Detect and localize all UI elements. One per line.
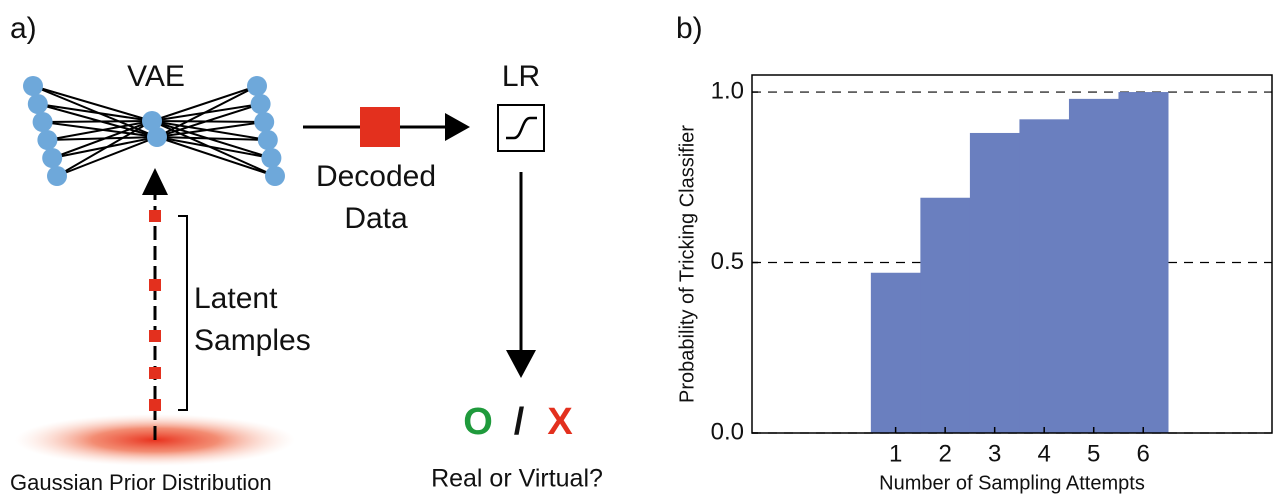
- x-tick-label: 3: [988, 440, 1001, 467]
- real-mark: O: [463, 401, 493, 443]
- connection: [43, 121, 152, 122]
- decoded-label: Data: [344, 202, 408, 235]
- neuron: [23, 76, 43, 96]
- x-tick-label: 2: [938, 440, 951, 467]
- connection: [38, 104, 152, 121]
- x-tick-label: 4: [1038, 440, 1051, 467]
- y-tick-label: 0.0: [711, 418, 744, 445]
- bar: [871, 273, 921, 433]
- neuron: [254, 112, 274, 132]
- connection: [157, 137, 275, 176]
- latent-label: Latent: [194, 282, 278, 315]
- panel-label: b): [676, 12, 703, 45]
- x-axis-label: Number of Sampling Attempts: [879, 472, 1145, 494]
- connection: [152, 104, 261, 121]
- arrow-head: [142, 168, 168, 195]
- neuron: [251, 94, 271, 114]
- prior-label: Gaussian Prior Distribution: [10, 470, 272, 495]
- panel-b: b) 0.0 0.5 1.0 1 2 3 4 5 6 Number of Sampling Att…: [676, 12, 1272, 494]
- neuron: [247, 76, 267, 96]
- neuron: [258, 130, 278, 150]
- neuron: [147, 127, 167, 147]
- x-tick-label: 1: [889, 440, 902, 467]
- y-axis-label: Probability of Tricking Classifier: [676, 125, 698, 403]
- bar: [970, 133, 1020, 433]
- latent-label: Samples: [194, 324, 311, 357]
- separator: /: [514, 401, 525, 443]
- neuron: [28, 94, 48, 114]
- connection: [57, 137, 157, 176]
- virtual-mark: X: [547, 401, 573, 443]
- connection: [152, 121, 264, 122]
- lr-label: LR: [502, 60, 540, 93]
- bracket: [178, 216, 187, 410]
- x-tick-label: 6: [1137, 440, 1150, 467]
- neuron: [37, 130, 57, 150]
- bar: [1118, 92, 1168, 433]
- neuron: [33, 112, 53, 132]
- neuron: [42, 148, 62, 168]
- question: Real or Virtual?: [431, 465, 603, 493]
- x-tick-label: 5: [1087, 440, 1100, 467]
- neuron: [47, 166, 67, 186]
- decoded-label: Decoded: [316, 160, 436, 193]
- figure: a) VAE Latent Samples Gaussian Prior Dis…: [0, 0, 1277, 496]
- arrow-head: [445, 113, 470, 141]
- bar: [1069, 99, 1119, 433]
- vae-label: VAE: [127, 60, 185, 93]
- bar: [1019, 119, 1069, 433]
- neuron: [265, 166, 285, 186]
- y-tick-label: 0.5: [711, 248, 744, 275]
- neuron: [261, 148, 281, 168]
- y-tick-label: 1.0: [711, 77, 744, 104]
- panel-label: a): [10, 12, 37, 45]
- arrow-head: [506, 350, 536, 378]
- decoded-sample: [360, 107, 400, 147]
- bar: [920, 198, 970, 433]
- panel-a: a) VAE Latent Samples Gaussian Prior Dis…: [10, 12, 603, 495]
